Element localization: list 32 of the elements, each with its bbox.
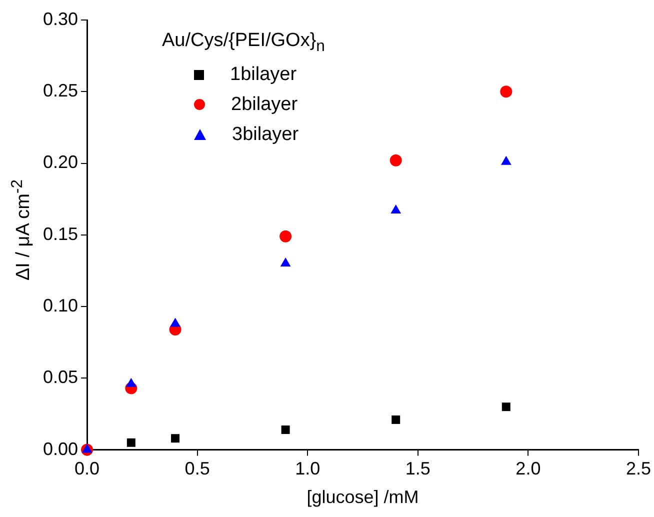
x-tick-label: 0.0	[74, 458, 100, 479]
legend-label: 2bilayer	[231, 94, 298, 116]
point	[392, 415, 400, 424]
y-tick-label: 0.30	[42, 8, 78, 29]
point	[390, 204, 402, 214]
point	[500, 86, 512, 98]
x-tick-label: 1.5	[405, 458, 430, 479]
y-tick-label: 0.25	[42, 80, 78, 101]
x-tick-label: 2.0	[516, 458, 541, 479]
point	[502, 402, 510, 412]
legend-title: Au/Cys/{PEI/GOx}$_{n}$	[162, 30, 325, 56]
x-tick-label: 1.0	[295, 458, 320, 479]
point	[280, 230, 292, 242]
y-tick-label: 0.05	[42, 367, 78, 388]
legend-label: 3bilayer	[232, 124, 299, 146]
point	[170, 318, 180, 327]
point	[126, 438, 136, 447]
point	[500, 156, 512, 165]
legend-label: 1bilayer	[230, 64, 297, 86]
point	[82, 444, 92, 453]
point	[280, 258, 291, 267]
point	[126, 378, 136, 387]
y-tick-label: 0.20	[42, 152, 78, 172]
x-axis-title: [glucose] /mM	[306, 487, 419, 508]
x-tick-label: 0.5	[184, 458, 210, 479]
y-tick-label: 0.10	[42, 296, 78, 316]
point	[171, 434, 180, 443]
y-tick-label: 0.15	[42, 224, 78, 244]
x-tick-label: 2.5	[626, 458, 652, 479]
y-tick-label: 0.00	[42, 438, 78, 459]
point	[281, 426, 290, 434]
point	[390, 154, 402, 166]
